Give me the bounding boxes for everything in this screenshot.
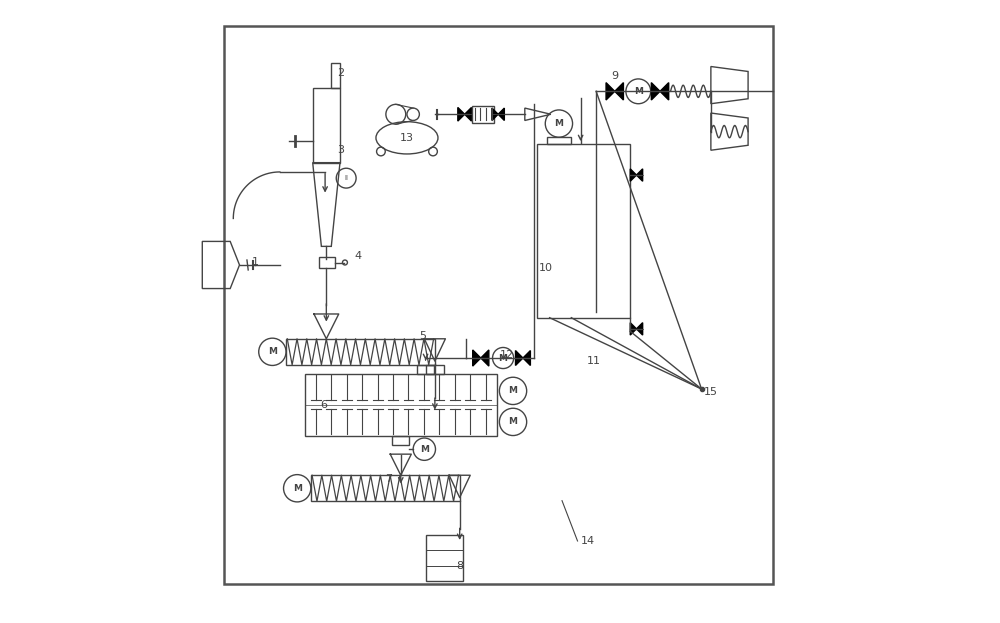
Text: 3: 3 (338, 145, 345, 155)
Text: 2: 2 (337, 68, 344, 78)
Polygon shape (630, 169, 636, 181)
Bar (472, 105, 494, 123)
Text: 15: 15 (703, 388, 717, 397)
Text: 8: 8 (457, 561, 464, 571)
Bar (313, 88, 340, 163)
Polygon shape (615, 83, 623, 100)
Text: 11: 11 (587, 356, 601, 366)
Polygon shape (481, 350, 489, 366)
Bar (286, 339, 435, 365)
Text: 9: 9 (612, 71, 619, 81)
Polygon shape (606, 83, 615, 100)
Text: 12: 12 (500, 350, 514, 360)
Text: M: M (554, 119, 563, 128)
Bar (311, 475, 460, 502)
Bar (319, 257, 335, 268)
Text: M: M (420, 445, 429, 454)
Bar (305, 374, 497, 435)
Text: 13: 13 (400, 133, 414, 143)
Text: 10: 10 (538, 263, 552, 273)
Text: 7: 7 (385, 474, 392, 484)
Bar (331, 64, 340, 88)
Bar (417, 365, 434, 374)
Bar (426, 365, 444, 374)
Text: 14: 14 (581, 536, 595, 546)
Polygon shape (636, 169, 643, 181)
Bar (392, 435, 409, 445)
Text: M: M (293, 484, 302, 493)
Text: II: II (344, 175, 348, 181)
Text: M: M (634, 87, 643, 96)
Polygon shape (473, 350, 481, 366)
Polygon shape (660, 83, 669, 100)
Bar (547, 136, 571, 144)
Bar (537, 144, 630, 318)
Text: M: M (499, 353, 508, 363)
Text: 4: 4 (354, 251, 361, 261)
Polygon shape (516, 351, 523, 366)
Polygon shape (498, 108, 504, 120)
Text: M: M (509, 417, 518, 426)
Bar (426, 535, 463, 581)
Polygon shape (492, 108, 498, 120)
Polygon shape (458, 107, 465, 121)
Polygon shape (523, 351, 530, 366)
Text: M: M (509, 386, 518, 396)
Text: 6: 6 (320, 399, 327, 410)
Text: 5: 5 (419, 331, 426, 341)
Polygon shape (636, 323, 643, 335)
Polygon shape (651, 83, 660, 100)
Text: 1: 1 (252, 257, 259, 267)
Polygon shape (630, 323, 636, 335)
Polygon shape (465, 107, 471, 121)
Bar (224, 26, 773, 584)
Text: M: M (268, 347, 277, 356)
